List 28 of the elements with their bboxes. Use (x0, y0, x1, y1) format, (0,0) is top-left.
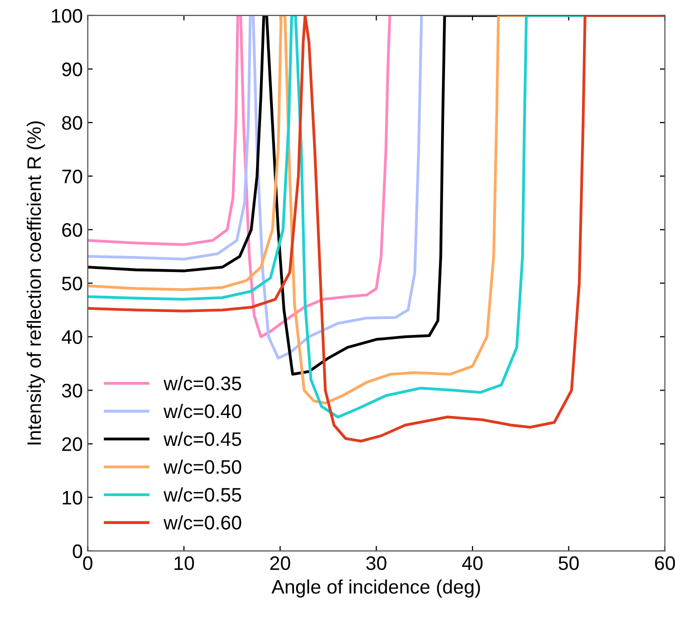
y-tick-label: 80 (62, 116, 82, 130)
y-tick-label: 100 (52, 8, 82, 23)
x-tick-label: 40 (462, 556, 483, 570)
legend-label: w/c=0.50 (164, 460, 242, 474)
x-tick-label: 10 (174, 556, 194, 570)
y-tick-label: 60 (62, 223, 82, 237)
y-tick-label: 50 (62, 276, 82, 290)
y-tick-label: 40 (62, 330, 82, 344)
x-tick-label: 60 (655, 556, 675, 570)
y-tick-label: 90 (62, 62, 82, 76)
y-tick-label: 70 (62, 170, 82, 184)
x-tick-label: 50 (558, 556, 579, 570)
line-series (88, 15, 392, 338)
legend-label: w/c=0.40 (164, 404, 242, 418)
legend-label: w/c=0.55 (164, 487, 242, 502)
legend-label: w/c=0.35 (164, 376, 242, 390)
y-tick-label: 20 (62, 437, 82, 452)
y-axis-title: Intensity of reflection coefficient R (%) (26, 121, 45, 444)
legend-label: w/c=0.60 (164, 515, 242, 530)
line-series (88, 15, 423, 360)
y-tick-label: 30 (62, 384, 82, 398)
x-tick-label: 30 (366, 556, 386, 570)
x-tick-label: 20 (270, 556, 290, 570)
legend-label: w/c=0.45 (164, 432, 242, 446)
y-tick-label: 10 (62, 490, 82, 505)
x-tick-label: 0 (83, 556, 92, 570)
x-axis-title: Angle of incidence (deg) (272, 579, 480, 598)
y-tick-label: 0 (72, 544, 82, 558)
